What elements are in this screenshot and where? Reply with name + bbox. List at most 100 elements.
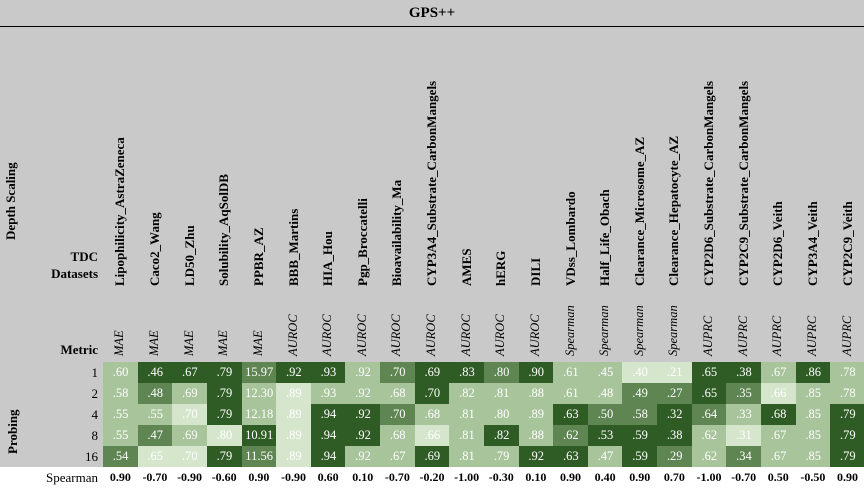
table-cell: 12.30: [241, 383, 277, 404]
dataset-header: CYP2D6_Substrate_CarbonMangels: [701, 80, 716, 286]
probing-label: Probing: [5, 409, 20, 454]
table-cell: .90: [518, 362, 554, 383]
table-cell: .85: [795, 404, 831, 425]
table-cell: .38: [657, 425, 693, 446]
depth-value: 1: [91, 365, 99, 380]
metric-header: AUROC: [354, 314, 369, 356]
table-cell: .93: [310, 383, 346, 404]
table-cell: .65: [691, 362, 727, 383]
table-cell: .85: [795, 446, 831, 467]
table-cell: .67: [760, 362, 797, 383]
table-cell: .70: [380, 362, 416, 383]
dataset-header: CYP2C9_Veith: [839, 201, 855, 286]
spearman-value: 0.90: [109, 470, 131, 484]
table-cell: .88: [518, 425, 554, 446]
dataset-header: Solubility_AqSolDB: [216, 174, 232, 286]
metric-header: Spearman: [562, 305, 577, 356]
table-cell: .82: [449, 383, 485, 404]
table-cell: .67: [380, 446, 416, 467]
table-cell: .69: [172, 425, 208, 446]
spearman-value: -1.00: [696, 470, 722, 484]
metric-header: AUROC: [493, 314, 508, 356]
depth-scaling-label: Depth Scaling: [3, 162, 18, 240]
metric-header: AUPRC: [701, 315, 715, 356]
table-cell: .64: [691, 404, 727, 425]
table-cell: .67: [760, 446, 797, 467]
dataset-header: LD50_Zhu: [181, 225, 197, 286]
metric-header: MAE: [181, 330, 196, 356]
table-cell: .79: [206, 446, 243, 467]
table-cell: .79: [830, 425, 864, 446]
header-block: [0, 27, 864, 362]
tdc-datasets-label: TDC Datasets: [51, 249, 98, 281]
table-cell: .94: [310, 425, 346, 446]
table-cell: .66: [760, 383, 797, 404]
metric-header: Spearman: [597, 305, 612, 356]
table-cell: .60: [103, 362, 139, 383]
depth-value: 16: [85, 449, 98, 464]
spearman-value: 0.40: [594, 470, 616, 484]
table-cell: .46: [137, 362, 173, 383]
metric-header: MAE: [112, 330, 127, 356]
dataset-header: PPBR_AZ: [250, 227, 266, 287]
spearman-value: -1.00: [454, 470, 480, 484]
table-cell: .79: [206, 383, 243, 404]
table-cell: .68: [414, 404, 450, 425]
spearman-value: 0.90: [560, 470, 581, 484]
table-cell: .80: [483, 362, 520, 383]
table-cell: .85: [795, 425, 831, 446]
table-cell: .48: [137, 383, 173, 404]
table-cell: .92: [276, 362, 312, 383]
table-cell: .32: [657, 404, 693, 425]
spearman-value: 0.70: [663, 470, 685, 484]
table-cell: .58: [622, 404, 658, 425]
table-cell: .59: [622, 446, 658, 467]
spearman-value: 0.10: [525, 470, 547, 484]
dataset-header: Bioavailability_Ma: [389, 179, 405, 286]
spearman-value: -0.70: [731, 470, 757, 484]
table-cell: 10.91: [241, 425, 277, 446]
metric-header: MAE: [146, 330, 161, 356]
table-cell: .92: [345, 383, 381, 404]
spearman-value: -0.90: [177, 470, 203, 484]
metric-header: AUROC: [320, 314, 335, 356]
spearman-value: 0.90: [629, 470, 651, 484]
dataset-header: CYP2D6_Veith: [770, 201, 786, 286]
table-cell: .33: [726, 404, 762, 425]
dataset-header: hERG: [493, 250, 509, 286]
metric-header: AUROC: [527, 314, 542, 356]
table-cell: .49: [622, 383, 658, 404]
table-cell: .53: [587, 425, 624, 446]
spearman-label: Spearman: [46, 470, 98, 485]
metric-header: AUROC: [285, 314, 300, 356]
metric-header: Spearman: [666, 305, 681, 356]
table-cell: .58: [103, 383, 139, 404]
table-cell: .65: [137, 446, 173, 467]
dataset-header: CYP3A4_Veith: [804, 201, 820, 286]
table-cell: .94: [310, 404, 346, 425]
table-cell: .79: [206, 362, 243, 383]
metric-header: AUPRC: [839, 315, 854, 356]
title-rule: [0, 26, 864, 27]
table-cell: .89: [518, 404, 554, 425]
table-cell: 12.18: [241, 404, 277, 425]
table-cell: .35: [726, 383, 762, 404]
spearman-value: 0.10: [352, 470, 374, 484]
table-cell: .89: [276, 383, 312, 404]
spearman-value: -0.50: [800, 470, 826, 484]
table-cell: .81: [449, 404, 485, 425]
table-cell: .34: [726, 446, 762, 467]
dataset-header: HIA_Hou: [320, 231, 336, 286]
table-cell: .79: [830, 446, 864, 467]
table-cell: .89: [276, 446, 312, 467]
dataset-header: Caco2_Wang: [146, 212, 162, 286]
spearman-value: -0.60: [211, 470, 237, 484]
table-cell: .92: [518, 446, 554, 467]
metric-header: AUPRC: [804, 315, 819, 356]
table-cell: .69: [172, 383, 208, 404]
metric-header: MAE: [216, 330, 231, 356]
table-cell: .66: [414, 425, 450, 446]
dataset-header: BBB_Martins: [285, 208, 301, 286]
dataset-header: AMES: [458, 248, 474, 286]
